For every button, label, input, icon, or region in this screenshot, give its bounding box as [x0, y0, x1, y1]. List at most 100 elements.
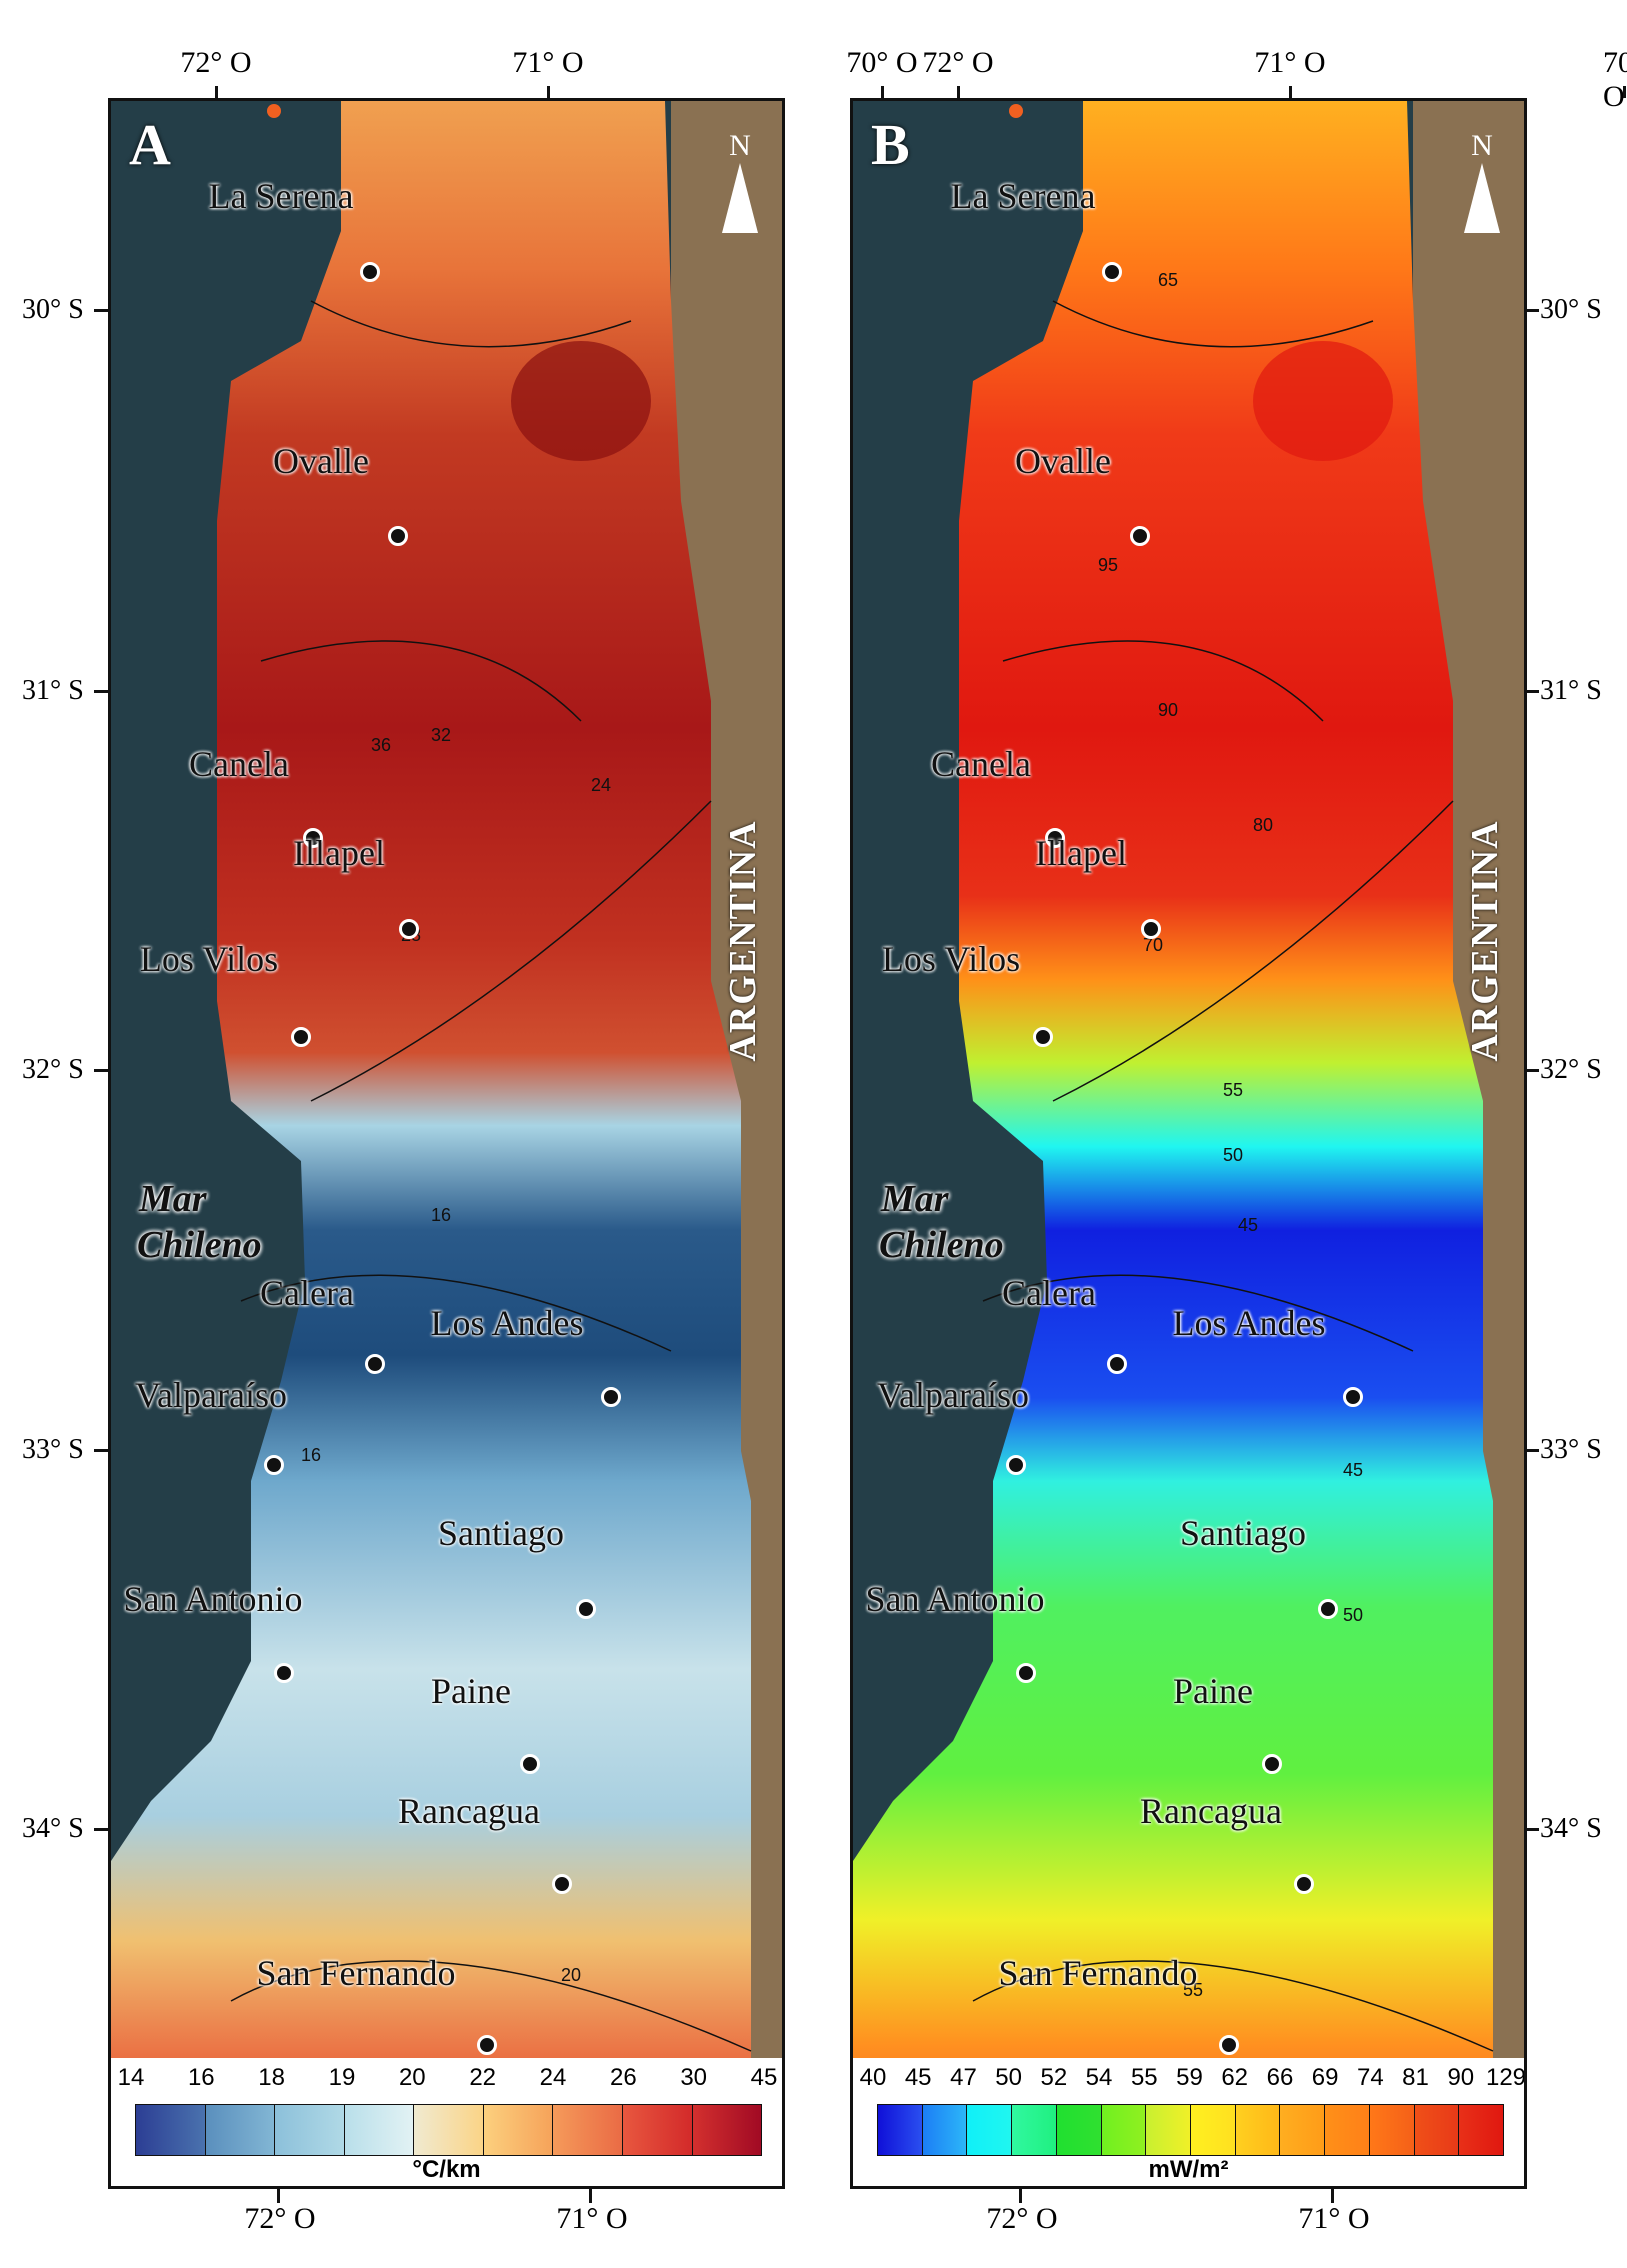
latitude-label: 32° S [1540, 1054, 1602, 1085]
city-marker[interactable] [1262, 1754, 1282, 1774]
sea-label-line: Chileno [137, 1224, 262, 1266]
city-marker[interactable] [1033, 1027, 1053, 1047]
contour-label: 55 [1183, 1980, 1203, 2000]
city-marker[interactable] [291, 1027, 311, 1047]
bottom-longitude-label: 71° O [1298, 2202, 1370, 2235]
contour-label: 65 [1158, 270, 1178, 290]
city-marker[interactable] [264, 1455, 284, 1475]
latitude-label: 31° S [1540, 675, 1602, 706]
land-data-area [853, 101, 1493, 2186]
city-marker[interactable] [1102, 262, 1122, 282]
city-label: Ovalle [273, 441, 369, 481]
legend-values: 14 16 18 19 20 22 24 26 30 45 [118, 2064, 778, 2094]
city-label: Ovalle [1015, 441, 1111, 481]
legend-value: 26 [609, 2064, 637, 2091]
city-marker[interactable] [274, 1663, 294, 1683]
legend-unit: mW/m² [1148, 2156, 1229, 2183]
contour-label: 32 [431, 725, 451, 745]
map-panel-b: 659590807055504545505560BNARGENTINAMarCh… [850, 98, 1527, 2189]
city-marker[interactable] [388, 526, 408, 546]
legend-value: 74 [1356, 2064, 1384, 2091]
legend-swatch [1459, 2105, 1504, 2155]
contour-label: 45 [1238, 1215, 1258, 1235]
city-marker[interactable] [1219, 2035, 1239, 2055]
contour-label: 45 [1343, 1460, 1363, 1480]
city-marker[interactable] [360, 262, 380, 282]
sea-label: Mar Chileno [137, 1176, 262, 1268]
latitude-label: 31° S [22, 675, 84, 706]
latitude-label: 32° S [22, 1054, 84, 1085]
north-label: N [729, 129, 751, 162]
latitude-label: 30° S [1540, 294, 1602, 325]
city-label: Canela [189, 744, 289, 784]
legend-unit: °C/km [412, 2156, 481, 2183]
city-marker[interactable] [576, 1599, 596, 1619]
legend-value: 18 [258, 2064, 285, 2091]
panel-letter: A [129, 112, 171, 177]
legend-value: 50 [995, 2064, 1022, 2091]
city-marker[interactable] [520, 1754, 540, 1774]
latitude-label: 30° S [22, 294, 84, 325]
color-legend: 40 45 47 50 52 54 55 59 62 66 69 74 81 90 129 mW/m² [853, 2058, 1524, 2186]
legend-value: 90 [1447, 2064, 1475, 2091]
north-label: N [1471, 129, 1493, 162]
city-marker[interactable] [399, 919, 419, 939]
legend-swatch [1235, 2105, 1281, 2155]
city-label: Illapel [293, 833, 385, 873]
city-marker[interactable] [1343, 1387, 1363, 1407]
top-longitude-label: 70° O [1603, 46, 1627, 113]
contour-label: 80 [1253, 815, 1273, 835]
legend-value: 40 [859, 2064, 887, 2091]
legend-value: 47 [950, 2064, 977, 2091]
city-marker[interactable] [552, 1874, 572, 1894]
city-label: Rancagua [1140, 1791, 1282, 1831]
city-label: Illapel [1035, 833, 1127, 873]
anomaly-zone [1253, 341, 1393, 461]
legend-colorbar [877, 2104, 1504, 2156]
legend-value: 54 [1085, 2064, 1113, 2091]
legend-swatch [967, 2105, 1013, 2155]
legend-value: 45 [750, 2064, 778, 2091]
legend-value: 22 [469, 2064, 497, 2091]
legend-swatch [1191, 2105, 1236, 2155]
city-label: Los Andes [430, 1303, 584, 1343]
contour-label: 36 [371, 735, 391, 755]
city-marker[interactable] [477, 2035, 497, 2055]
top-longitude-label: 70° O [846, 46, 918, 79]
city-marker[interactable] [1318, 1599, 1338, 1619]
contour-line [982, 1274, 1414, 1352]
legend-value: 14 [117, 2064, 145, 2091]
city-marker[interactable] [303, 828, 323, 848]
legend-value: 66 [1266, 2064, 1294, 2091]
city-marker[interactable] [1130, 526, 1150, 546]
legend-swatch [878, 2105, 923, 2155]
legend-value: 55 [1130, 2064, 1158, 2091]
city-marker[interactable] [1141, 919, 1161, 939]
city-marker[interactable] [1294, 1874, 1314, 1894]
country-label: ARGENTINA [1464, 820, 1506, 1062]
contour-label: 16 [301, 1445, 321, 1465]
legend-value: 69 [1311, 2064, 1339, 2091]
city-marker[interactable] [365, 1354, 385, 1374]
sea-label-line: Chileno [879, 1224, 1004, 1266]
legend-value: 16 [187, 2064, 215, 2091]
city-marker[interactable] [1016, 1663, 1036, 1683]
top-longitude-label: 71° O [1254, 46, 1326, 79]
city-label: San Antonio [865, 1579, 1045, 1619]
north-arrow: N [1457, 129, 1507, 233]
city-marker[interactable] [1045, 828, 1065, 848]
city-marker[interactable] [1006, 1455, 1026, 1475]
city-label: San Fernando [256, 1953, 456, 1993]
city-label: San Fernando [998, 1953, 1198, 1993]
tick-mark [215, 86, 218, 98]
tick-mark [1289, 86, 1292, 98]
city-marker[interactable] [601, 1387, 621, 1407]
legend-value: 24 [539, 2064, 567, 2091]
city-label: Paine [1173, 1671, 1253, 1711]
bottom-longitude-label: 72° O [986, 2202, 1058, 2235]
city-label: Canela [931, 744, 1031, 784]
city-label: Valparaíso [877, 1375, 1029, 1415]
city-marker[interactable] [1107, 1354, 1127, 1374]
legend-swatch [275, 2105, 345, 2155]
legend-swatch [483, 2105, 554, 2155]
